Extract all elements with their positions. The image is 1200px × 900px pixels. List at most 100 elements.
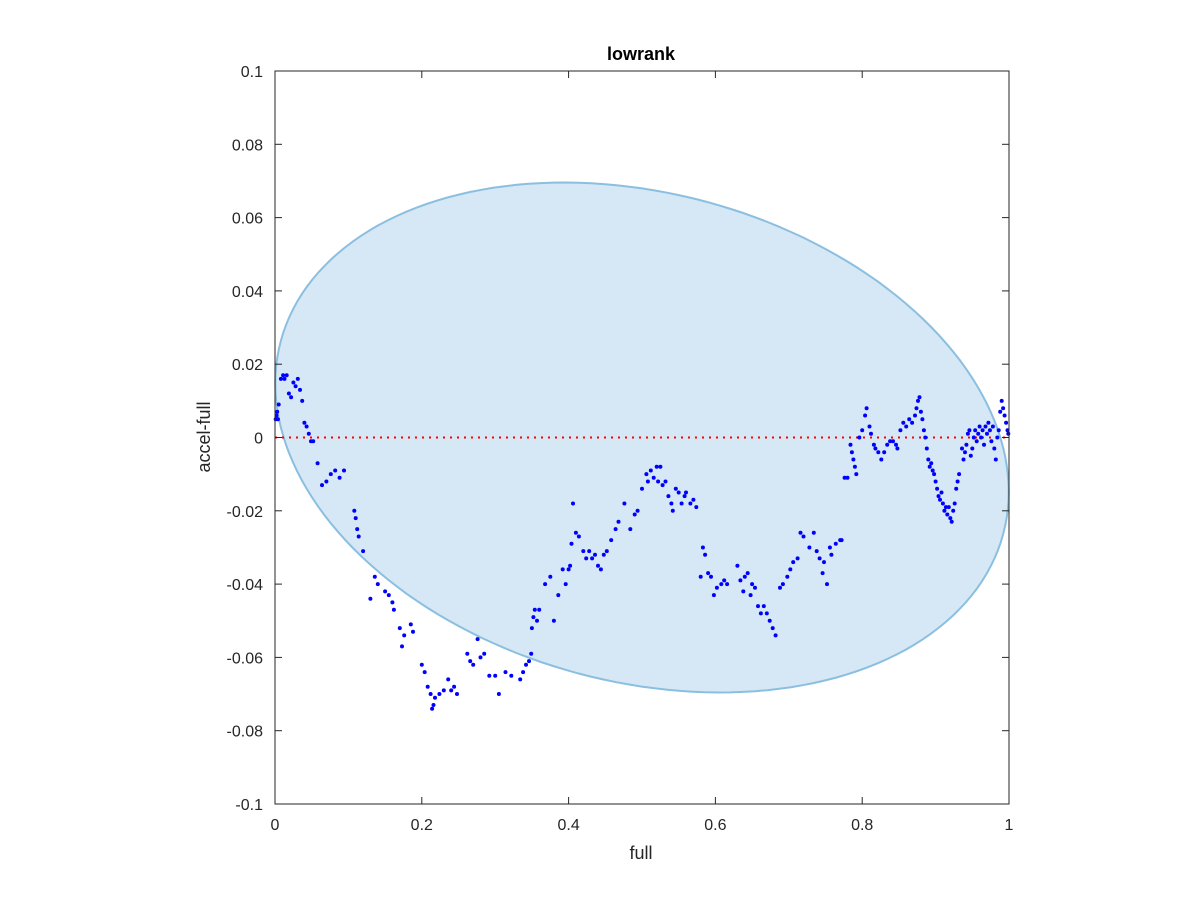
y-tick-label: -0.02 <box>227 504 264 521</box>
data-point <box>938 497 942 502</box>
data-point <box>328 472 333 477</box>
data-point <box>503 670 508 675</box>
data-point <box>645 479 650 484</box>
data-point <box>590 556 595 561</box>
data-point <box>871 442 876 447</box>
data-point <box>276 402 281 407</box>
data-point <box>676 490 681 495</box>
data-point <box>658 464 663 469</box>
data-point <box>738 578 743 583</box>
data-point <box>337 475 342 480</box>
data-point <box>849 450 854 455</box>
data-point <box>857 435 862 440</box>
data-point <box>963 450 967 455</box>
data-point <box>543 582 548 587</box>
data-point <box>982 442 986 447</box>
data-point <box>848 442 853 447</box>
data-point <box>573 530 578 535</box>
data-point <box>927 464 932 469</box>
data-point <box>478 655 483 660</box>
data-point <box>967 428 972 433</box>
y-axis-label: accel-full <box>194 401 214 472</box>
data-point <box>300 398 305 403</box>
data-point <box>433 695 437 700</box>
data-point <box>428 692 433 696</box>
data-point <box>977 424 982 429</box>
data-point <box>441 688 446 693</box>
data-point <box>869 431 873 436</box>
data-point <box>986 420 991 425</box>
data-point <box>632 512 637 517</box>
data-point <box>465 651 470 656</box>
data-point <box>566 567 571 572</box>
data-point <box>368 596 373 601</box>
data-point <box>891 439 895 444</box>
data-point <box>761 604 766 609</box>
data-point <box>989 439 994 444</box>
data-point <box>904 424 909 429</box>
data-point <box>785 574 790 579</box>
data-point <box>666 494 671 499</box>
data-point <box>356 534 361 539</box>
data-point <box>622 501 627 506</box>
data-point <box>852 464 857 469</box>
data-point <box>402 633 407 638</box>
data-point <box>936 494 941 499</box>
data-point <box>901 420 906 425</box>
data-point <box>698 574 703 579</box>
data-point <box>741 589 746 594</box>
x-axis-label: full <box>629 843 652 863</box>
data-point <box>471 662 476 667</box>
data-point <box>613 527 618 532</box>
data-point <box>452 684 457 689</box>
data-point <box>493 673 498 678</box>
data-point <box>833 541 838 546</box>
data-point <box>951 508 956 513</box>
data-point <box>735 563 740 568</box>
data-point <box>983 424 988 429</box>
x-tick-label: 0.2 <box>411 817 433 834</box>
data-point <box>722 578 727 583</box>
data-point <box>616 519 621 524</box>
data-point <box>284 373 289 378</box>
data-point <box>709 574 713 579</box>
data-point <box>711 593 716 598</box>
data-point <box>694 505 699 510</box>
data-point <box>942 508 947 513</box>
data-point <box>990 424 995 429</box>
y-tick-label: 0.08 <box>232 137 263 154</box>
data-point <box>895 446 900 451</box>
data-point <box>656 479 661 484</box>
data-point <box>839 538 844 543</box>
data-point <box>949 519 954 524</box>
data-point <box>791 560 796 565</box>
data-point <box>324 479 329 484</box>
data-point <box>807 545 812 550</box>
data-point <box>961 457 966 462</box>
data-point <box>996 428 1001 433</box>
y-tick-label: 0.1 <box>241 64 263 81</box>
data-point <box>496 692 501 696</box>
data-point <box>980 428 985 433</box>
data-point <box>916 398 920 403</box>
data-point <box>391 607 396 612</box>
data-point <box>431 703 436 707</box>
data-point <box>320 483 324 488</box>
data-point <box>948 516 953 521</box>
data-point <box>576 534 581 539</box>
y-tick-label: 0.06 <box>232 211 263 228</box>
data-point <box>691 497 696 502</box>
data-point <box>411 629 415 634</box>
data-point <box>282 376 287 381</box>
data-point <box>609 538 614 543</box>
data-point <box>798 530 803 535</box>
data-point <box>921 428 926 433</box>
data-point <box>898 428 903 433</box>
data-points <box>273 373 1011 711</box>
data-point <box>971 435 976 440</box>
data-point <box>758 611 763 616</box>
data-point <box>767 618 772 623</box>
data-point <box>390 600 395 605</box>
data-point <box>275 417 280 422</box>
